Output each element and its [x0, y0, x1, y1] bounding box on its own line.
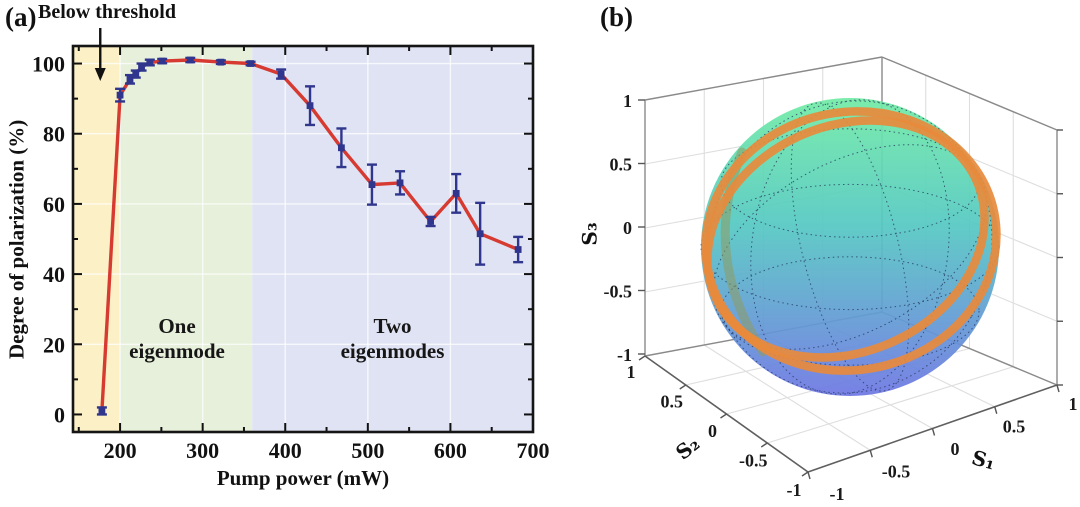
- data-point-marker: [476, 230, 484, 238]
- tick-label-3d: 0.5: [610, 155, 633, 175]
- tick-label-3d: 0.5: [661, 392, 684, 412]
- panel-b-label: (b): [600, 2, 633, 32]
- sphere-graticule: [750, 99, 950, 395]
- data-point-marker: [116, 91, 124, 99]
- trajectory-ring-rear: [720, 147, 768, 357]
- tick-label-3d: 0: [623, 218, 632, 238]
- axis-frame-edge: [644, 56, 883, 101]
- x-tick-label: 300: [186, 438, 219, 463]
- tick-label-3d: 1: [627, 362, 636, 382]
- panel-a-label: (a): [5, 2, 37, 32]
- data-point-marker: [277, 70, 285, 78]
- data-point-marker: [146, 59, 154, 66]
- tick-label-3d: 0.5: [1003, 417, 1026, 437]
- data-point-marker: [306, 102, 314, 110]
- tick-label-3d: -0.5: [604, 282, 633, 302]
- axis-tick-3d: [720, 413, 727, 419]
- data-point-marker: [138, 63, 145, 71]
- data-point-marker: [186, 56, 194, 64]
- tick-label-3d: 1: [623, 91, 632, 111]
- data-point-marker: [247, 60, 254, 67]
- sphere-graticule: [790, 102, 910, 392]
- y-axis-title: Degree of polarization (%): [4, 119, 29, 359]
- panel-b: -1 -0.5 0 0.5 1 -1 -0.5 0 0.5 1 -1 -0.5 0 0.5 1 (b) S₁…: [560, 0, 1080, 507]
- axis-tick-3d: [931, 428, 936, 436]
- y-tick-label: 20: [43, 332, 65, 357]
- region-label-two-eigenmodes: Two eigenmodes: [340, 314, 445, 364]
- annotation-arrowhead: [94, 68, 106, 81]
- x-tick-label: 400: [269, 438, 302, 463]
- data-point-marker: [368, 181, 376, 189]
- data-point-marker: [396, 179, 404, 187]
- data-point-marker: [126, 75, 134, 83]
- y-tick-label: 0: [54, 402, 65, 427]
- data-point-marker: [158, 57, 166, 65]
- axis-tick-3d: [638, 355, 646, 361]
- x-tick-label: 600: [434, 438, 467, 463]
- data-point-marker: [427, 218, 434, 225]
- axis-tick-3d: [760, 442, 768, 448]
- axis-tick-3d: [679, 384, 687, 390]
- tick-label-3d: 0: [708, 421, 717, 441]
- x-tick-label: 500: [351, 438, 384, 463]
- region-label-one-eigenmode: One eigenmode: [129, 314, 225, 364]
- region-two-eigenmodes: [252, 46, 533, 432]
- wall-grid-line: [767, 366, 1014, 444]
- x-tick-label: 200: [104, 438, 137, 463]
- panel-a: 200 300 400 500 600 700 0 20 40 60 80 100 (a) Below…: [4, 1, 550, 490]
- dop-vs-pump-power-chart: 200 300 400 500 600 700 0 20 40 60 80 100: [32, 28, 550, 463]
- tick-label-3d: -0.5: [739, 451, 768, 471]
- tick-label-3d: -1: [787, 480, 802, 500]
- s3-axis-title: S₃: [577, 222, 602, 246]
- tick-label-3d: -1: [617, 345, 632, 365]
- axis-frame-edge: [881, 56, 1058, 131]
- y-tick-label: 40: [43, 262, 65, 287]
- data-point-marker: [452, 189, 460, 197]
- data-point-marker: [338, 144, 345, 152]
- tick-label-3d: -0.5: [882, 462, 911, 482]
- tick-label-3d: -1: [830, 484, 845, 504]
- plot-frame: [71, 44, 535, 434]
- axis-tick-3d: [801, 471, 809, 477]
- axis-tick-3d: [994, 406, 998, 414]
- axis-tick-3d: [807, 471, 811, 480]
- x-tick-label: 700: [517, 438, 550, 463]
- region-one-eigenmode: [120, 46, 253, 432]
- x-axis-title: Pump power (mW): [216, 466, 390, 490]
- y-tick-label: 80: [43, 122, 65, 147]
- sphere-graticule: [720, 256, 980, 366]
- below-threshold-annotation: Below threshold: [38, 1, 176, 23]
- axis-tick-3d: [869, 450, 873, 458]
- data-point-marker: [217, 58, 225, 66]
- y-tick-label: 100: [32, 52, 65, 77]
- y-tick-label: 60: [43, 192, 65, 217]
- trajectory-ring: [703, 116, 989, 362]
- tick-label-3d: 1: [1069, 394, 1078, 414]
- data-point-marker: [132, 70, 140, 78]
- data-point-marker: [514, 246, 522, 253]
- axis-tick-3d: [1056, 384, 1060, 393]
- tick-label-3d: 0: [951, 439, 960, 459]
- poincare-sphere-plot: -1-0.500.51-1-0.500.51-1-0.500.51: [604, 56, 1078, 504]
- data-point-marker: [98, 407, 106, 415]
